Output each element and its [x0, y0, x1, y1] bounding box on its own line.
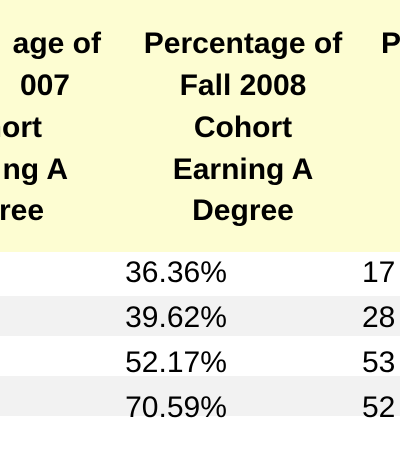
cell-text: 17	[362, 256, 395, 289]
row-stripe	[0, 296, 400, 336]
header-text: Cohort	[194, 111, 292, 144]
header-text: age of	[13, 27, 102, 60]
header-text: ng A	[2, 153, 68, 186]
header-text: Fall 2008	[180, 69, 307, 102]
row-stripe	[0, 376, 400, 416]
cell-text: 52.17%	[125, 346, 227, 379]
cell-text: 28	[362, 301, 395, 334]
header-text: Earning A	[173, 153, 314, 186]
body-background	[0, 252, 400, 449]
header-text: P	[381, 27, 400, 60]
cell-text: 70.59%	[125, 391, 227, 424]
header-text: 007	[20, 69, 70, 102]
header-text: hort	[0, 111, 42, 144]
cell-text: 52	[362, 391, 395, 424]
cell-text: 36.36%	[125, 256, 227, 289]
header-text: Degree	[192, 194, 294, 227]
header-text: Percentage of	[144, 27, 343, 60]
cell-text: 39.62%	[125, 301, 227, 334]
header-text: ree	[0, 194, 44, 227]
header-background	[0, 0, 400, 252]
cell-text: 53	[362, 346, 395, 379]
